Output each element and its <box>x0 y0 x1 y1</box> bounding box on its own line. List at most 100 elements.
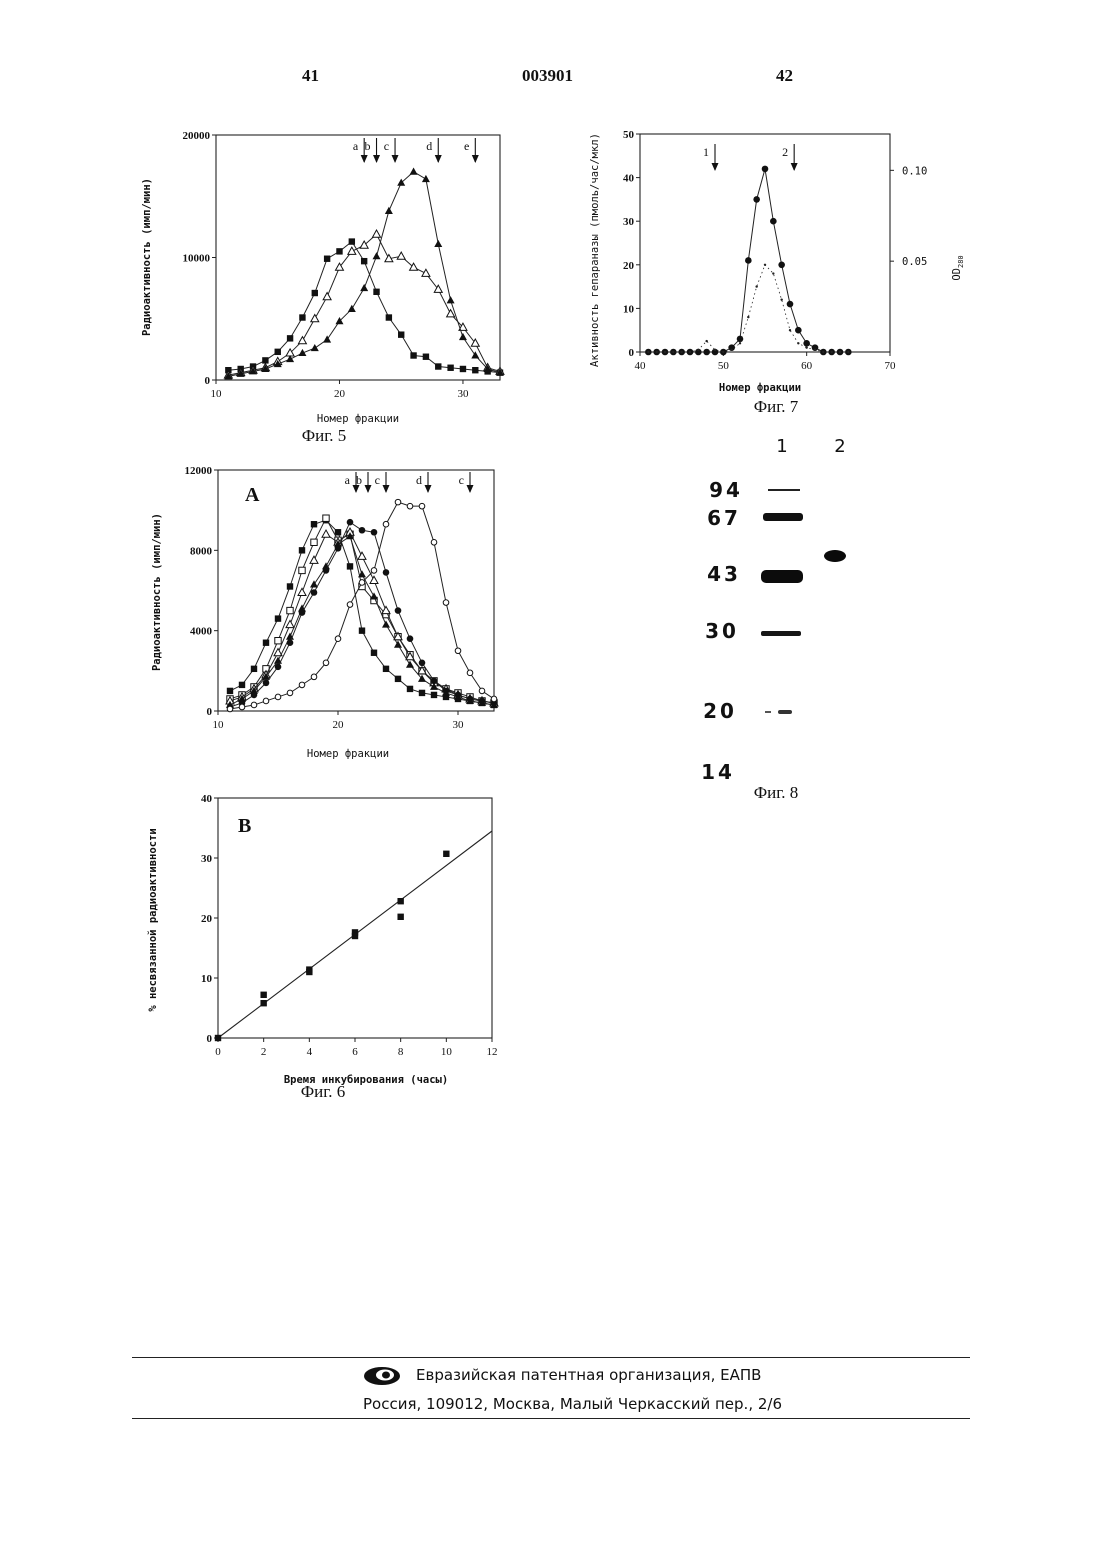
fig5-series-1-point <box>373 230 381 237</box>
fig5-y-tick-label-2: 20000 <box>183 130 211 142</box>
fig6b-y-tick-label-4: 40 <box>201 793 213 805</box>
fig7-y-tick-label-5: 50 <box>623 129 635 141</box>
fig6a-series-5-point <box>479 688 485 694</box>
gel-band-67 <box>763 513 803 521</box>
fig6a-series-1-point <box>299 567 305 573</box>
fig6a-series-3-point <box>382 620 390 627</box>
fig6a-series-5-point <box>359 580 365 586</box>
fig5-series-2-point <box>434 240 442 247</box>
fig6a-series-5-point <box>443 600 449 606</box>
fig6a-series-2-point <box>370 576 378 583</box>
fig7-series-1-point <box>680 351 682 353</box>
gel-band-43 <box>761 570 803 583</box>
fig7-series-0-point <box>778 262 785 269</box>
fig6b-point-1 <box>260 992 266 998</box>
fig7-x-tick-label-0: 40 <box>635 360 647 372</box>
fig6b-chart: 010203040 024681012 B % несвязанной ради… <box>147 793 498 1101</box>
fig7-series-1-point <box>780 298 782 300</box>
fig6a-series-5-point <box>431 540 437 546</box>
fig5-series-0-point <box>275 349 281 355</box>
fig6a-series-0-point <box>251 666 257 672</box>
fig6b-point-9 <box>443 851 449 857</box>
fig6a-series-4-point <box>371 529 378 536</box>
fig6a-series-5-point <box>323 660 329 666</box>
fig6a-series-4-point <box>431 678 438 685</box>
fig7-series-0-point <box>753 196 760 203</box>
fig6b-y-tick-label-2: 20 <box>201 913 213 925</box>
fig5-x-tick-label-1: 20 <box>334 388 346 400</box>
fig8-caption: Фиг. 8 <box>754 783 799 802</box>
fig5-series-0-point <box>287 335 293 341</box>
fig6a-series-2-point <box>310 556 318 563</box>
fig5-arrowhead-2 <box>392 155 399 163</box>
fig6a-series-4-point <box>455 692 462 699</box>
fig6b-ylabel: % несвязанной радиоактивности <box>147 828 159 1011</box>
fig6a-series-5-point <box>347 602 353 608</box>
footer-org: Евразийская патентная организация, ЕАПВ <box>416 1366 761 1384</box>
fig5-series-2-point <box>422 175 430 182</box>
fig6b-y-tick-label-1: 10 <box>201 973 213 985</box>
footer-rule-bottom <box>132 1418 970 1419</box>
fig5-plot-frame <box>216 135 500 380</box>
fig7-series-1-point <box>655 351 657 353</box>
fig7-series-1-point <box>830 351 832 353</box>
fig6b-x-tick-label-1: 2 <box>261 1046 267 1058</box>
fig6a-series-5-point <box>239 704 245 710</box>
fig6a-y-tick-label-0: 0 <box>207 706 213 718</box>
fig7-series-1-point <box>789 329 791 331</box>
fig6b-point-0 <box>215 1035 221 1041</box>
fig8-lane-1: 1 <box>776 436 787 457</box>
fig7-series-1-point <box>672 351 674 353</box>
fig5-arrow-label-3: d <box>426 139 432 153</box>
fig6a-series-4-point <box>347 519 354 526</box>
fig6b-plot-frame <box>218 798 492 1038</box>
fig6a-series-5-point <box>395 499 401 505</box>
fig7-xlabel: Номер фракции <box>719 382 801 394</box>
fig6a-series-0-point <box>275 615 281 621</box>
fig7-series-1-point <box>664 351 666 353</box>
gel-band-lane2 <box>824 550 846 562</box>
fig5-series-2-point <box>323 335 331 342</box>
fig5-arrow-label-1: b <box>365 139 371 153</box>
fig5-series-0-point <box>324 256 330 262</box>
fig5-series-1-point <box>323 293 331 300</box>
fig8-marker-67: 67 <box>707 506 741 530</box>
fig7-y2-tick-label-1: 0.10 <box>902 165 927 177</box>
fig6b-point-7 <box>397 898 403 904</box>
fig6a-series-4-point <box>287 639 294 646</box>
fig7-arrow-label-0: 1 <box>703 145 709 159</box>
fig5-series-0-point <box>299 314 305 320</box>
fig7-series-1-point <box>714 349 716 351</box>
fig5-series-0-point <box>472 367 478 373</box>
fig5-series-0-point <box>398 331 404 337</box>
fig7-arrow-label-1: 2 <box>782 145 788 159</box>
fig5-arrow-label-0: a <box>353 139 359 153</box>
fig6a-series-0-point <box>419 690 425 696</box>
eapo-logo-icon <box>362 1364 402 1388</box>
fig6a-x-tick-label-0: 10 <box>213 719 225 731</box>
fig7-series-1-point <box>647 351 649 353</box>
fig6a-series-4-point <box>311 589 318 596</box>
fig6b-point-4 <box>306 969 312 975</box>
fig6a-series-0-point <box>395 676 401 682</box>
fig8-marker-43: 43 <box>707 562 741 586</box>
fig6a-series-5-point <box>407 503 413 509</box>
footer-rule-top <box>132 1357 970 1358</box>
fig5-series-1-point <box>447 310 455 317</box>
fig5-series-0-point <box>410 352 416 358</box>
fig5-arrowhead-3 <box>435 155 442 163</box>
fig6b-x-tick-label-5: 10 <box>441 1046 453 1058</box>
fig7-ylabel-right: OD280 <box>951 255 965 280</box>
fig7-series-0-point <box>745 257 752 264</box>
fig6a-series-1-point <box>323 515 329 521</box>
fig7-y-tick-label-0: 0 <box>629 347 635 359</box>
fig5-series-0-point <box>312 290 318 296</box>
fig5-series-0-point <box>435 363 441 369</box>
fig6a-series-0-point <box>371 650 377 656</box>
fig6b-x-tick-label-3: 6 <box>352 1046 358 1058</box>
fig6a-x-tick-label-2: 30 <box>453 719 465 731</box>
fig5-series-0-point <box>336 248 342 254</box>
fig6b-x-tick-label-2: 4 <box>307 1046 313 1058</box>
fig6a-series-4-point <box>335 545 342 552</box>
fig5-series-0-point <box>447 365 453 371</box>
